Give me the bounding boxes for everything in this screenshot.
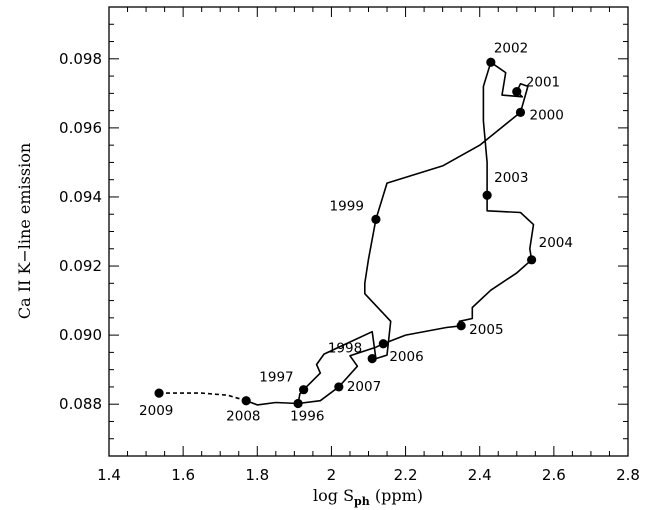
point-1997 — [299, 385, 309, 395]
x-tick-label: 2.2 — [394, 466, 418, 484]
y-tick-label: 0.088 — [59, 395, 102, 413]
y-axis-label: Ca II K−line emission — [15, 143, 34, 319]
x-tick-label: 2.6 — [542, 466, 566, 484]
year-label-1997: 1997 — [259, 370, 293, 386]
point-2007 — [334, 382, 344, 392]
y-tick-label: 0.090 — [59, 326, 102, 344]
x-tick-label: 1.6 — [171, 466, 195, 484]
year-label-2008: 2008 — [226, 409, 260, 425]
year-label-2005: 2005 — [469, 322, 503, 338]
x-axis-label: log Sph (ppm) — [313, 486, 423, 508]
y-tick-label: 0.092 — [59, 257, 102, 275]
point-1998 — [367, 354, 377, 364]
point-2006 — [378, 339, 388, 349]
y-tick-label: 0.094 — [59, 188, 102, 206]
year-label-2003: 2003 — [494, 170, 528, 186]
year-points — [154, 57, 537, 409]
year-label-1999: 1999 — [330, 198, 364, 214]
point-2008 — [241, 396, 251, 406]
year-label-1996: 1996 — [290, 409, 324, 425]
year-label-2009: 2009 — [139, 403, 173, 419]
x-tick-label: 1.8 — [245, 466, 269, 484]
year-label-2007: 2007 — [347, 379, 381, 395]
x-tick-label: 2.4 — [468, 466, 492, 484]
x-tick-label: 2.8 — [616, 466, 640, 484]
x-tick-labels: 1.4 1.6 1.8 2 2.2 2.4 2.6 2.8 — [97, 466, 640, 484]
point-2009 — [154, 388, 164, 398]
axis-ticks — [108, 6, 629, 457]
point-2005 — [456, 321, 466, 331]
y-tick-label: 0.098 — [59, 50, 102, 68]
year-label-2004: 2004 — [539, 235, 573, 251]
point-2004 — [527, 255, 537, 265]
point-1996 — [293, 398, 303, 409]
point-2001 — [512, 87, 522, 97]
point-2003 — [482, 190, 492, 200]
point-2000 — [515, 107, 526, 117]
year-label-1998: 1998 — [328, 341, 362, 357]
year-label-2002: 2002 — [494, 40, 528, 56]
year-label-2000: 2000 — [529, 107, 563, 123]
activity-track — [159, 61, 535, 406]
point-2002 — [486, 57, 496, 67]
y-tick-labels: 0.088 0.090 0.092 0.094 0.096 0.098 — [59, 50, 102, 413]
year-label-2001: 2001 — [526, 75, 560, 91]
year-labels: 1996 1997 1998 1999 2000 2001 2002 2003 2004 2005… — [139, 40, 573, 424]
solid-track-line — [245, 61, 535, 406]
dashed-track-line — [159, 392, 247, 402]
point-1999 — [371, 214, 381, 225]
year-label-2006: 2006 — [389, 349, 423, 365]
x-tick-label: 1.4 — [97, 466, 121, 484]
y-tick-label: 0.096 — [59, 119, 102, 137]
x-tick-label: 2 — [327, 466, 337, 484]
